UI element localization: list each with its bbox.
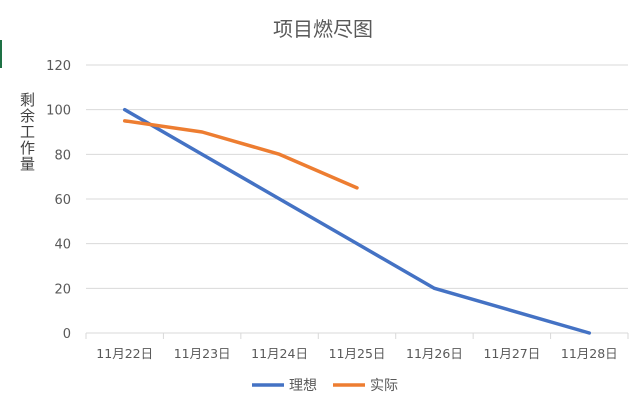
y-tick-label: 100 bbox=[46, 104, 71, 119]
legend-label: 理想 bbox=[289, 378, 317, 394]
series-line-1 bbox=[122, 107, 592, 335]
y-axis-label: 剩余工作量 bbox=[18, 92, 36, 172]
data-point bbox=[123, 119, 126, 123]
y-tick-label: 20 bbox=[54, 282, 71, 297]
x-tick-label: 11月24日 bbox=[251, 346, 308, 361]
gridlines bbox=[85, 64, 629, 339]
data-point bbox=[278, 153, 281, 156]
x-tick-label: 11月22日 bbox=[96, 346, 153, 361]
x-tick-label: 11月28日 bbox=[561, 346, 618, 361]
data-point bbox=[123, 108, 126, 111]
series-line-2 bbox=[122, 119, 359, 190]
y-tick-label: 120 bbox=[46, 59, 71, 74]
x-tick-label: 11月26日 bbox=[406, 346, 463, 361]
data-point bbox=[278, 197, 281, 201]
y-tick-label: 0 bbox=[63, 327, 71, 342]
legend[interactable]: 理想 实际 bbox=[252, 378, 398, 394]
data-point bbox=[355, 186, 359, 190]
x-tick-labels: 11月22日 11月23日 11月24日 11月25日 11月26日 11月27日 11月2… bbox=[96, 346, 617, 361]
y-tick-label: 60 bbox=[54, 193, 71, 208]
legend-item-1[interactable]: 理想 bbox=[252, 378, 317, 394]
series-lines bbox=[122, 107, 592, 335]
legend-item-2[interactable]: 实际 bbox=[333, 378, 398, 394]
data-point bbox=[200, 130, 204, 134]
chart-title: 项目燃尽图 bbox=[273, 17, 373, 41]
x-tick-label: 11月23日 bbox=[174, 346, 231, 361]
y-tick-label: 80 bbox=[54, 148, 71, 163]
left-edge-marker bbox=[0, 40, 2, 68]
data-point bbox=[433, 287, 436, 290]
data-point bbox=[510, 309, 514, 312]
legend-label: 实际 bbox=[370, 378, 398, 394]
data-point bbox=[355, 242, 359, 245]
y-tick-labels: 0 20 40 60 80 100 120 bbox=[46, 59, 71, 342]
data-point bbox=[588, 331, 591, 335]
x-tick-label: 11月27日 bbox=[483, 346, 540, 361]
x-tick-label: 11月25日 bbox=[329, 346, 386, 361]
data-point bbox=[200, 153, 204, 156]
y-tick-label: 40 bbox=[54, 238, 71, 253]
